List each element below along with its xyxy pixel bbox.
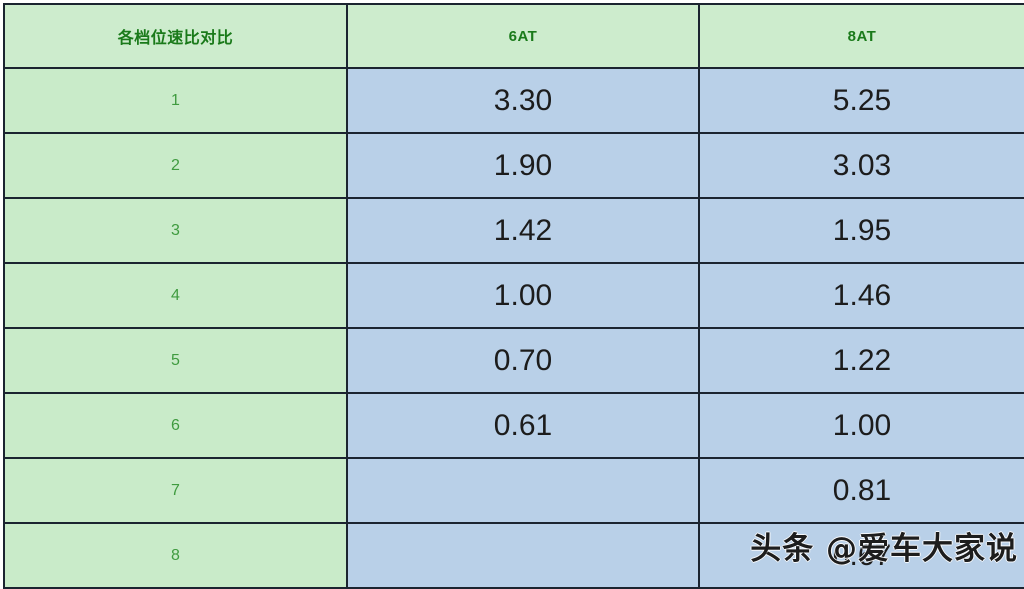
- gear-number: 6: [4, 393, 347, 458]
- table-row: 4 1.00 1.46: [4, 263, 1024, 328]
- ratio-6at: 1.90: [347, 133, 699, 198]
- table-row: 3 1.42 1.95: [4, 198, 1024, 263]
- gear-number: 4: [4, 263, 347, 328]
- ratio-8at: 0.81: [699, 458, 1024, 523]
- gear-ratio-table: 各档位速比对比 6AT 8AT 1 3.30 5.25 2 1.90 3.03 …: [3, 3, 1024, 589]
- ratio-8at: 0.67: [699, 523, 1024, 588]
- ratio-6at: 1.00: [347, 263, 699, 328]
- ratio-6at: 3.30: [347, 68, 699, 133]
- ratio-8at: 1.22: [699, 328, 1024, 393]
- table-header-row: 各档位速比对比 6AT 8AT: [4, 4, 1024, 68]
- ratio-6at: [347, 458, 699, 523]
- table-row: 5 0.70 1.22: [4, 328, 1024, 393]
- gear-number: 1: [4, 68, 347, 133]
- ratio-6at: 1.42: [347, 198, 699, 263]
- ratio-6at: 0.61: [347, 393, 699, 458]
- gear-number: 7: [4, 458, 347, 523]
- gear-number: 5: [4, 328, 347, 393]
- table-row: 8 0.67: [4, 523, 1024, 588]
- table-row: 2 1.90 3.03: [4, 133, 1024, 198]
- gear-number: 2: [4, 133, 347, 198]
- ratio-8at: 1.00: [699, 393, 1024, 458]
- ratio-6at: [347, 523, 699, 588]
- ratio-8at: 1.46: [699, 263, 1024, 328]
- ratio-8at: 5.25: [699, 68, 1024, 133]
- column-header-8at: 8AT: [699, 4, 1024, 68]
- gear-number: 3: [4, 198, 347, 263]
- ratio-6at: 0.70: [347, 328, 699, 393]
- table-row: 7 0.81: [4, 458, 1024, 523]
- ratio-8at: 1.95: [699, 198, 1024, 263]
- gear-number: 8: [4, 523, 347, 588]
- gear-ratio-table-container: 各档位速比对比 6AT 8AT 1 3.30 5.25 2 1.90 3.03 …: [3, 3, 1024, 583]
- table-row: 1 3.30 5.25: [4, 68, 1024, 133]
- column-header-gear: 各档位速比对比: [4, 4, 347, 68]
- ratio-8at: 3.03: [699, 133, 1024, 198]
- table-row: 6 0.61 1.00: [4, 393, 1024, 458]
- column-header-6at: 6AT: [347, 4, 699, 68]
